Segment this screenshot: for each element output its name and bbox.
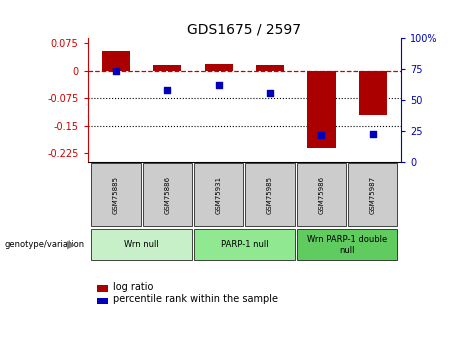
Bar	[307, 71, 336, 148]
Text: ▶: ▶	[67, 240, 75, 250]
Text: GSM75985: GSM75985	[267, 176, 273, 214]
Text: genotype/variation: genotype/variation	[5, 240, 85, 249]
Title: GDS1675 / 2597: GDS1675 / 2597	[187, 23, 301, 37]
Point	[266, 90, 274, 95]
Bar	[297, 164, 346, 226]
Text: Wrn null: Wrn null	[124, 240, 159, 249]
Bar	[359, 71, 387, 115]
Bar	[256, 65, 284, 71]
Bar	[348, 164, 397, 226]
Bar	[142, 164, 192, 226]
Text: GSM75986: GSM75986	[319, 176, 325, 214]
Point	[112, 69, 119, 74]
Point	[318, 132, 325, 138]
Bar	[194, 164, 243, 226]
Text: GSM75987: GSM75987	[370, 176, 376, 214]
Bar	[194, 229, 295, 260]
Text: PARP-1 null: PARP-1 null	[220, 240, 268, 249]
Bar	[297, 229, 397, 260]
Point	[215, 82, 222, 88]
Bar	[245, 164, 295, 226]
Bar	[205, 64, 233, 71]
Text: percentile rank within the sample: percentile rank within the sample	[113, 295, 278, 304]
Text: Wrn PARP-1 double
null: Wrn PARP-1 double null	[307, 235, 387, 255]
Text: GSM75931: GSM75931	[216, 176, 222, 214]
Text: GSM75886: GSM75886	[164, 176, 170, 214]
Bar	[153, 65, 181, 71]
Point	[164, 87, 171, 93]
Text: log ratio: log ratio	[113, 283, 154, 292]
Point	[369, 131, 377, 136]
Bar	[91, 164, 141, 226]
Text: GSM75885: GSM75885	[113, 176, 119, 214]
Bar	[102, 51, 130, 71]
Bar	[91, 229, 192, 260]
